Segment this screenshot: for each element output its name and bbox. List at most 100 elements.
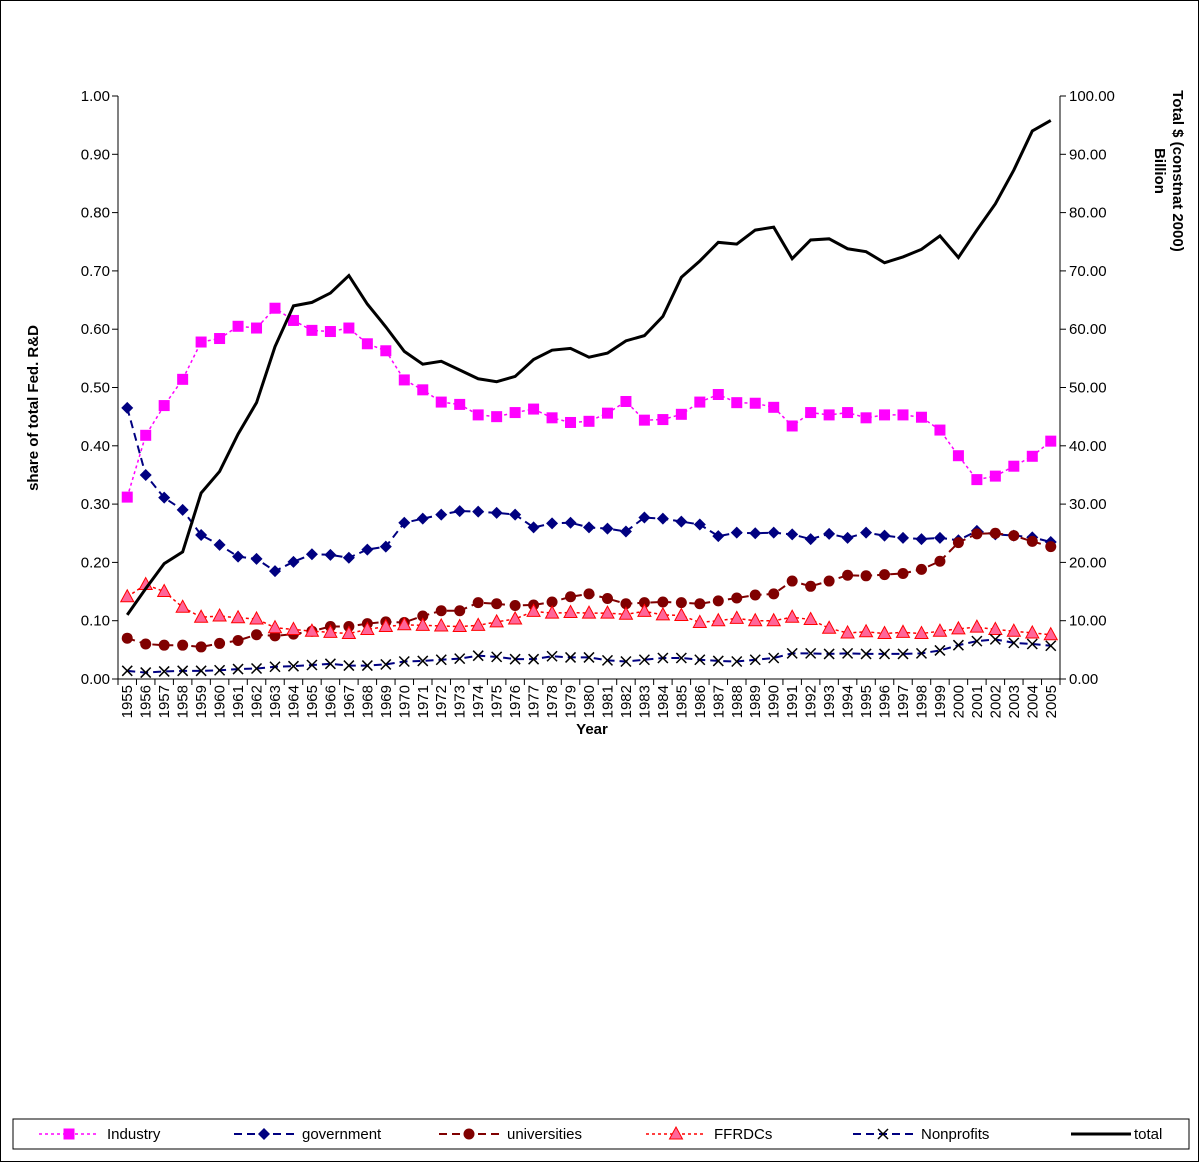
marker-stroke bbox=[1008, 637, 1020, 649]
data-point-government bbox=[749, 527, 762, 540]
data-point-universities bbox=[158, 639, 170, 651]
data-point-ffrdcs bbox=[988, 621, 1003, 635]
data-point-industry bbox=[675, 408, 687, 420]
data-point-government bbox=[933, 531, 946, 544]
data-point-industry bbox=[897, 409, 909, 421]
x-tick-label: 1970 bbox=[396, 685, 413, 718]
data-point-ffrdcs bbox=[674, 607, 689, 621]
data-point-government bbox=[324, 548, 337, 561]
data-point-ffrdcs bbox=[821, 620, 837, 634]
data-point-nonprofits bbox=[232, 663, 244, 675]
marker-stroke bbox=[472, 650, 484, 662]
data-point-nonprofits bbox=[971, 635, 983, 647]
data-point-nonprofits bbox=[454, 653, 466, 665]
data-point-government bbox=[675, 515, 688, 528]
data-point-universities bbox=[823, 575, 835, 587]
series-ffrdcs bbox=[119, 576, 1059, 641]
data-point-nonprofits bbox=[989, 633, 1001, 645]
marker-stroke bbox=[269, 661, 281, 673]
x-tick-label: 1955 bbox=[119, 685, 136, 718]
data-point-universities bbox=[195, 641, 207, 653]
marker-stroke bbox=[583, 651, 595, 663]
data-point-ffrdcs bbox=[1043, 626, 1059, 641]
marker-stroke bbox=[694, 654, 706, 666]
x-tick-label: 1964 bbox=[285, 685, 302, 718]
y-tick-label: 0.30 bbox=[81, 496, 110, 513]
x-tick-label: 1978 bbox=[544, 685, 561, 718]
data-point-government bbox=[527, 521, 540, 534]
data-point-industry bbox=[657, 414, 669, 426]
x-tick-label: 1961 bbox=[230, 685, 247, 718]
data-point-ffrdcs bbox=[858, 623, 874, 638]
data-point-nonprofits bbox=[195, 665, 207, 677]
data-point-industry bbox=[528, 403, 540, 415]
data-point-ffrdcs bbox=[526, 603, 541, 617]
data-point-government bbox=[158, 491, 171, 504]
marker-stroke bbox=[786, 647, 798, 659]
data-point-nonprofits bbox=[786, 647, 798, 659]
x-tick-label: 1957 bbox=[156, 685, 173, 718]
data-point-industry bbox=[140, 429, 152, 441]
data-point-nonprofits bbox=[269, 661, 281, 673]
data-point-ffrdcs bbox=[470, 617, 486, 631]
data-point-universities bbox=[417, 610, 429, 622]
data-point-government bbox=[509, 508, 522, 521]
series-line-industry bbox=[126, 307, 1052, 498]
series-layer bbox=[119, 119, 1059, 679]
data-point-ffrdcs bbox=[323, 624, 338, 638]
x-tick-label: 1996 bbox=[877, 685, 894, 718]
x-tick-label: 1990 bbox=[766, 685, 783, 718]
data-point-nonprofits bbox=[287, 660, 300, 672]
y-tick-label: 0.40 bbox=[81, 438, 110, 455]
data-point-ffrdcs bbox=[489, 613, 504, 628]
data-point-industry bbox=[1008, 460, 1020, 472]
data-point-government bbox=[435, 508, 448, 521]
y2-tick-label: 80.00 bbox=[1069, 205, 1107, 222]
data-point-industry bbox=[214, 333, 226, 345]
legend-label-government: government bbox=[302, 1126, 382, 1143]
data-point-ffrdcs bbox=[951, 620, 966, 635]
x-tick-label: 1959 bbox=[193, 685, 210, 718]
marker-stroke bbox=[195, 665, 207, 677]
data-point-industry bbox=[694, 396, 706, 408]
x-tick-label: 1987 bbox=[710, 685, 727, 718]
data-point-industry bbox=[306, 324, 318, 336]
y-axis-title: share of total Fed. R&D bbox=[25, 325, 42, 491]
data-point-nonprofits bbox=[694, 654, 706, 666]
x-tick-label: 1980 bbox=[581, 685, 598, 718]
data-point-ffrdcs bbox=[803, 611, 818, 626]
x-tick-label: 1973 bbox=[452, 685, 469, 718]
data-point-ffrdcs bbox=[193, 609, 209, 623]
y2-tick-label: 60.00 bbox=[1069, 321, 1107, 338]
marker-stroke bbox=[287, 660, 300, 672]
data-point-government bbox=[656, 512, 669, 525]
data-point-universities bbox=[934, 555, 946, 567]
data-point-ffrdcs bbox=[877, 625, 892, 640]
y-tick-label: 0.20 bbox=[81, 554, 110, 571]
data-point-government bbox=[619, 525, 632, 538]
data-point-ffrdcs bbox=[544, 605, 560, 619]
data-point-government bbox=[287, 555, 300, 568]
data-point-government bbox=[398, 516, 411, 529]
x-tick-label: 1972 bbox=[433, 685, 450, 718]
data-point-universities bbox=[491, 598, 503, 610]
x-tick-label: 1995 bbox=[858, 685, 875, 718]
data-point-nonprofits bbox=[491, 651, 503, 663]
data-point-ffrdcs bbox=[212, 607, 227, 622]
data-point-universities bbox=[454, 605, 466, 617]
data-point-universities bbox=[472, 597, 484, 609]
data-point-industry bbox=[398, 374, 410, 386]
data-point-nonprofits bbox=[324, 658, 336, 670]
data-point-universities bbox=[989, 527, 1001, 539]
x-tick-label: 1994 bbox=[840, 685, 857, 718]
data-point-ffrdcs bbox=[1024, 624, 1040, 639]
data-point-government bbox=[583, 521, 595, 534]
x-tick-label: 2003 bbox=[1006, 685, 1023, 718]
data-point-universities bbox=[712, 595, 724, 607]
marker-stroke bbox=[1026, 638, 1038, 650]
marker-stroke bbox=[306, 659, 318, 671]
y2-tick-label: 90.00 bbox=[1069, 146, 1107, 163]
x-tick-label: 1992 bbox=[803, 685, 820, 718]
data-point-industry bbox=[842, 407, 854, 419]
data-point-government bbox=[305, 548, 318, 561]
